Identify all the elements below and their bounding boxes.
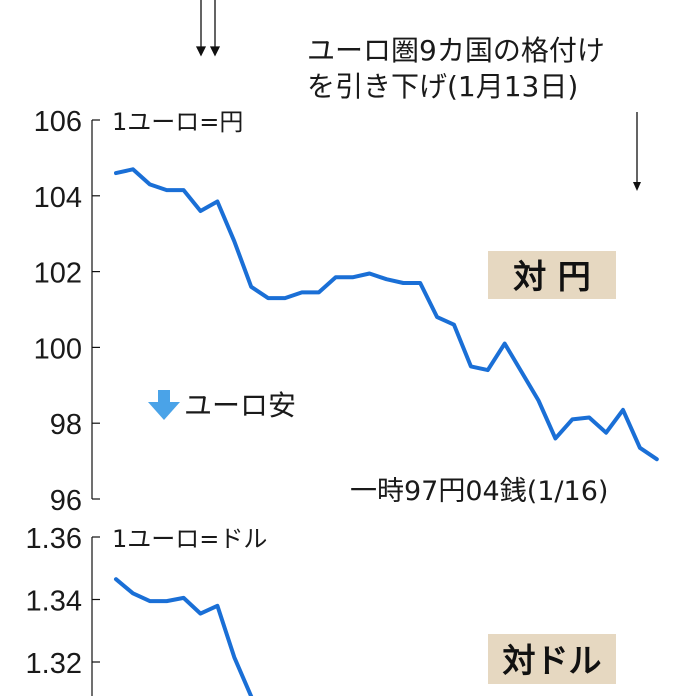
yen-tick-label: 106 bbox=[34, 106, 82, 138]
event-note-line2: を引き下げ(1月13日) bbox=[307, 70, 578, 103]
yen-tick-label: 100 bbox=[34, 333, 82, 365]
yen-chart: 106 104 102 100 98 96 1ユーロ=円 対 円 ユーロ安 一時97円04… bbox=[34, 106, 659, 517]
euro-weak-annotation: ユーロ安 bbox=[148, 389, 296, 422]
dollar-title-badge-bg bbox=[488, 634, 616, 684]
yen-tick-label: 98 bbox=[50, 409, 82, 441]
yen-tick-label: 96 bbox=[50, 485, 82, 517]
yen-title: 対 円 bbox=[513, 257, 591, 296]
dollar-tick-label: 1.32 bbox=[26, 648, 82, 680]
yen-series-line bbox=[114, 167, 659, 462]
top-arrows bbox=[195, 0, 221, 57]
dollar-unit-label: 1ユーロ=ドル bbox=[112, 525, 267, 553]
dollar-title: 対ドル bbox=[503, 641, 602, 680]
dollar-tick-label: 1.36 bbox=[26, 523, 82, 555]
yen-low-note: 一時97円04銭(1/16) bbox=[350, 476, 608, 507]
dollar-title-badge: 対ドル bbox=[488, 634, 616, 684]
yen-title-badge: 対 円 bbox=[488, 251, 616, 299]
yen-unit-label: 1ユーロ=円 bbox=[112, 108, 243, 136]
yen-tick-label: 102 bbox=[34, 258, 82, 290]
dollar-tick-label: 1.34 bbox=[26, 586, 82, 618]
yen-tick-label: 104 bbox=[34, 182, 82, 214]
dollar-series-line bbox=[114, 577, 254, 696]
down-arrow-icon bbox=[148, 390, 180, 420]
event-arrow bbox=[633, 112, 641, 191]
event-note-line1: ユーロ圏9カ国の格付け bbox=[307, 34, 605, 67]
dollar-chart: 1.36 1.34 1.32 1ユーロ=ドル 対ドル bbox=[26, 523, 616, 696]
euro-weak-label: ユーロ安 bbox=[184, 389, 296, 422]
dollar-y-ticks: 1.36 1.34 1.32 bbox=[26, 523, 100, 680]
yen-title-badge-bg bbox=[488, 251, 616, 299]
yen-y-ticks: 106 104 102 100 98 96 bbox=[34, 106, 100, 517]
